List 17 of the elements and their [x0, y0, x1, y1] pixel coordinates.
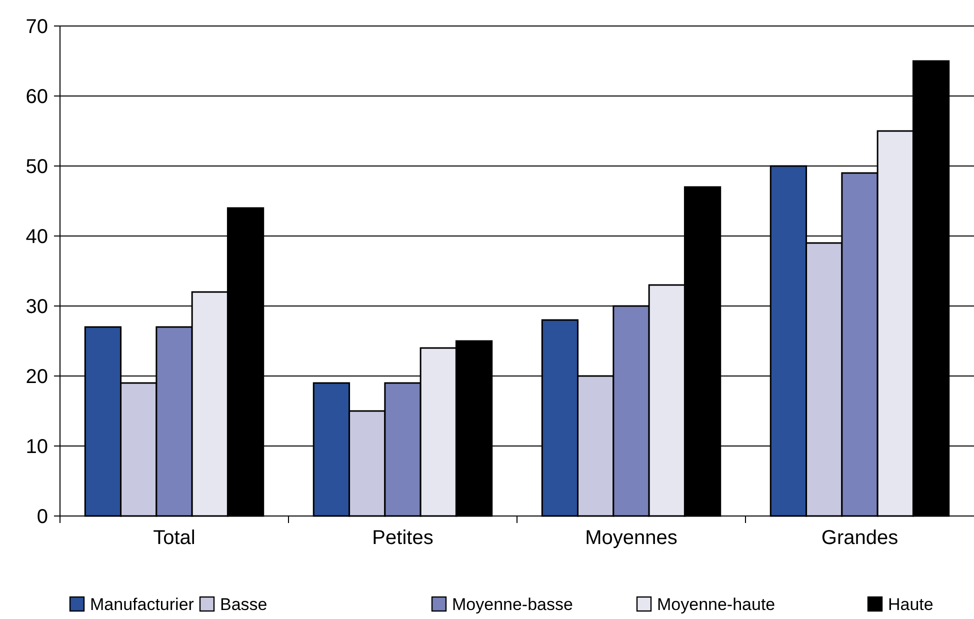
y-tick-label: 10: [26, 436, 48, 458]
legend-label: Manufacturier: [90, 594, 194, 614]
x-tick-label: Moyennes: [585, 527, 678, 549]
x-tick-label: Grandes: [821, 527, 898, 549]
x-tick-label: Total: [153, 527, 196, 549]
legend-label: Basse: [220, 594, 268, 614]
legend-label: Moyenne-haute: [657, 594, 776, 614]
y-tick-label: 60: [26, 86, 48, 108]
y-tick-label: 50: [26, 156, 48, 178]
legend-label: Moyenne-basse: [452, 594, 573, 614]
x-tick-label: Petites: [372, 527, 434, 549]
y-tick-label: 70: [26, 16, 48, 38]
y-tick-label: 30: [26, 296, 48, 318]
legend-label: Haute: [888, 594, 934, 614]
y-tick-label: 40: [26, 226, 48, 248]
y-tick-label: 20: [26, 366, 48, 388]
y-tick-label: 0: [36, 506, 48, 528]
